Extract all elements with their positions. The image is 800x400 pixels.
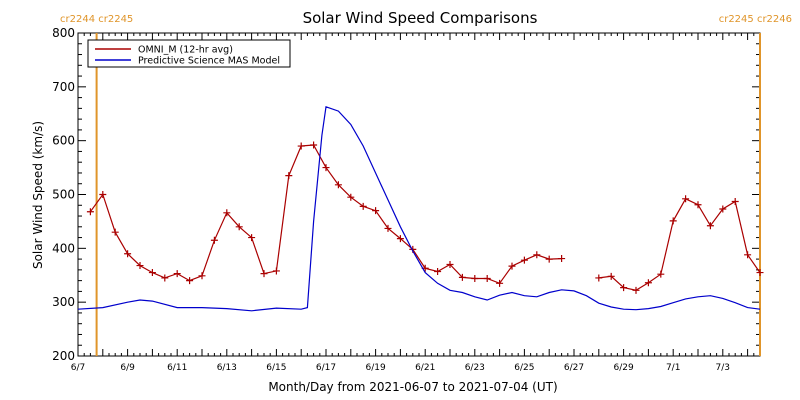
y-tick-label: 700: [52, 80, 75, 94]
data-point: [756, 269, 764, 277]
data-point: [223, 209, 231, 217]
x-tick-label: 6/27: [564, 363, 584, 373]
x-tick-label: 6/13: [217, 363, 237, 373]
data-point: [347, 193, 355, 201]
data-point: [434, 267, 442, 275]
data-point: [322, 164, 330, 172]
legend-label: OMNI_M (12-hr avg): [138, 45, 233, 56]
plot-area: 200 300 400 500 600 700 800 6/7 6/9 6/11 6/13 6/15 6…: [52, 26, 764, 373]
y-tick-label: 400: [52, 241, 75, 255]
data-point: [334, 181, 342, 189]
carrington-label-left: cr2244 cr2245: [60, 14, 133, 25]
x-tick-label: 6/29: [613, 363, 633, 373]
data-point: [595, 274, 603, 282]
x-tick-label: 6/7: [71, 363, 85, 373]
data-point: [545, 255, 553, 263]
data-point: [657, 270, 665, 278]
x-tick-label: 6/9: [120, 363, 135, 373]
series-mas: [77, 105, 761, 312]
x-axis-label: Month/Day from 2021-06-07 to 2021-07-04 …: [268, 380, 557, 394]
chart-title: Solar Wind Speed Comparisons: [303, 9, 538, 27]
x-tick-label: 7/3: [716, 363, 730, 373]
data-point: [496, 279, 504, 287]
data-point: [124, 250, 132, 258]
data-point: [706, 222, 714, 230]
data-point: [458, 273, 466, 281]
y-tick-label: 500: [52, 188, 75, 202]
y-tick-label: 200: [52, 349, 75, 363]
data-point: [620, 284, 628, 292]
data-point: [86, 208, 94, 216]
data-point: [210, 236, 218, 244]
data-point: [719, 205, 727, 213]
legend-box: [87, 39, 291, 68]
data-point: [111, 228, 119, 236]
data-point: [682, 195, 690, 203]
data-point: [99, 191, 107, 198]
data-point: [731, 197, 739, 205]
data-point: [520, 256, 528, 264]
data-point: [533, 251, 541, 259]
x-tick-label: 6/19: [365, 363, 385, 373]
x-tick-label: 7/1: [666, 363, 680, 373]
data-point: [694, 201, 702, 209]
x-tick-label: 6/25: [514, 363, 534, 373]
data-point: [136, 262, 144, 270]
y-tick-label: 300: [52, 295, 75, 309]
y-tick-label: 600: [52, 134, 75, 148]
data-point: [285, 172, 293, 180]
data-point: [446, 260, 454, 268]
series-line: [77, 105, 761, 312]
data-point: [148, 269, 156, 277]
series-omni: [86, 141, 764, 294]
data-point: [272, 267, 280, 275]
x-tick-label: 6/17: [316, 363, 336, 373]
series-line: [598, 198, 761, 291]
x-tick-label: 6/11: [167, 363, 187, 373]
data-point: [558, 255, 566, 263]
data-point: [248, 234, 256, 242]
data-point: [297, 142, 305, 150]
legend-label: Predictive Science MAS Model: [138, 56, 280, 67]
data-point: [372, 207, 380, 215]
data-point: [260, 270, 268, 278]
data-point: [198, 272, 206, 280]
data-point: [644, 279, 652, 287]
y-tick-label: 800: [52, 26, 75, 40]
data-point: [384, 224, 392, 232]
data-point: [396, 235, 404, 243]
data-point: [669, 217, 677, 225]
data-point: [173, 270, 181, 278]
data-point: [161, 274, 169, 282]
x-tick-label: 6/23: [465, 363, 485, 373]
data-point: [744, 251, 752, 259]
data-point: [235, 223, 243, 231]
x-tick-label: 6/21: [415, 363, 435, 373]
data-point: [632, 286, 640, 294]
data-point: [607, 272, 615, 280]
data-point: [186, 277, 194, 285]
x-tick-label: 6/15: [266, 363, 286, 373]
data-point: [471, 274, 479, 282]
data-point: [310, 141, 318, 149]
data-point: [483, 274, 491, 282]
legend: OMNI_M (12-hr avg)Predictive Science MAS…: [87, 39, 291, 68]
data-point: [359, 202, 367, 210]
y-axis-label: Solar Wind Speed (km/s): [31, 121, 45, 269]
data-point: [508, 262, 516, 270]
carrington-label-right: cr2245 cr2246: [719, 14, 792, 25]
